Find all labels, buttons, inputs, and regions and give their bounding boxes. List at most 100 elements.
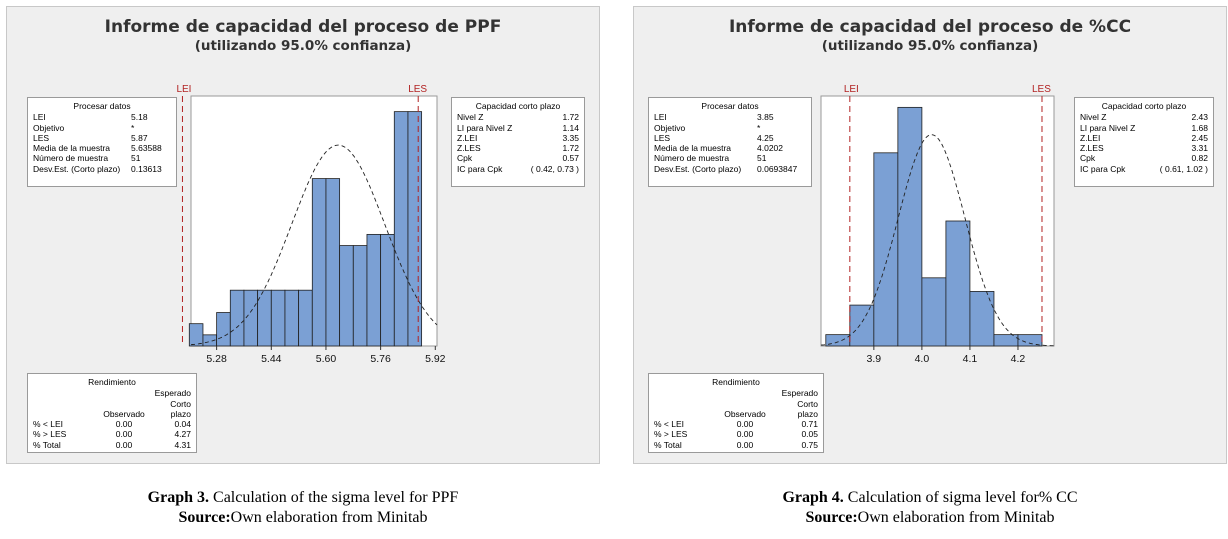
source-text: Own elaboration from Minitab: [857, 509, 1055, 526]
performance-row: % > LES 0.00 4.27: [33, 429, 191, 440]
process-data-row: Objetivo *: [654, 122, 761, 133]
histogram-bar: [311, 178, 327, 347]
capability-row: IC para Cpk( 0.42, 0.73 ): [457, 163, 579, 174]
process-data-row: Número de muestra 51: [33, 153, 141, 164]
histogram-bar: [393, 111, 409, 347]
process-data-row: Desv.Est. (Corto plazo) 0.13613: [33, 163, 162, 174]
process-data-header: Procesar datos: [73, 101, 131, 111]
normal-curve: [820, 134, 1055, 347]
histogram-bar: [216, 312, 231, 347]
process-data-row: LEI 3.85: [654, 112, 774, 123]
performance-box: Rendimiento Esperado Corto Observado plaz…: [27, 373, 197, 453]
histogram-chart: LEI LES 5.28 5.44 5.60 5.76 5.92: [176, 84, 446, 365]
normal-curve: [190, 144, 438, 346]
histogram-bar: [849, 304, 875, 347]
histogram-bar: [298, 289, 313, 347]
capability-row: LI para Nivel Z 1.68: [1080, 122, 1208, 133]
x-tick-label: 4.2: [1011, 353, 1026, 365]
capability-row: Nivel Z 1.72: [457, 112, 579, 123]
performance-header: Rendimiento: [88, 377, 136, 387]
source-text: Own elaboration from Minitab: [230, 509, 428, 526]
process-data-row: Media de la muestra 4.0202: [654, 143, 783, 154]
caption-text: Calculation of sigma level for% CC: [843, 489, 1078, 506]
histogram-bar: [270, 289, 286, 347]
capability-report-ppf: Informe de capacidad del proceso de PPF …: [6, 6, 600, 464]
expected-col-header-2: plazo: [797, 408, 818, 419]
expected-col-header-2: plazo: [170, 408, 191, 419]
caption-text: Calculation of the sigma level for PPF: [209, 489, 459, 506]
process-data-row: LES 4.25: [654, 132, 774, 143]
histogram-bar: [873, 152, 899, 347]
histogram-bar: [897, 106, 923, 347]
lei-label: LEI: [176, 84, 191, 95]
performance-box: Rendimiento Esperado Corto Observado plaz…: [648, 373, 824, 453]
capability-row: IC para Cpk( 0.61, 1.02 ): [1080, 163, 1208, 174]
histogram-bar: [993, 334, 1019, 347]
histogram-bar: [352, 245, 368, 347]
capability-header: Capacidad corto plazo: [1101, 101, 1187, 111]
histogram-bar: [1017, 334, 1043, 347]
histogram-chart: LEI LES 3.9 4.0 4.1 4.2: [820, 84, 1055, 365]
chart-subtitle: (utilizando 95.0% confianza): [821, 38, 1039, 54]
capability-row: Cpk 0.82: [1080, 153, 1208, 164]
lei-label: LEI: [844, 84, 859, 95]
histogram-bar: [921, 277, 947, 347]
histogram-bar: [325, 178, 341, 347]
x-tick-label: 4.0: [915, 353, 930, 365]
performance-row: % < LEI 0.00 0.04: [33, 419, 191, 430]
capability-row: Z.LEI 3.35: [457, 132, 579, 143]
x-tick-label: 5.28: [206, 353, 227, 365]
capability-row: Z.LES 1.72: [457, 143, 579, 154]
capability-header: Capacidad corto plazo: [475, 101, 561, 111]
chart-subtitle: (utilizando 95.0% confianza): [194, 38, 412, 54]
histogram-bar: [366, 233, 382, 347]
capability-report-cc: Informe de capacidad del proceso de %CC …: [633, 6, 1227, 464]
chart-title: Informe de capacidad del proceso de PPF: [104, 17, 502, 37]
expected-col-header: Esperado Corto: [781, 388, 818, 409]
x-tick-label: 5.76: [370, 353, 391, 365]
chart-title: Informe de capacidad del proceso de %CC: [728, 17, 1132, 37]
expected-col-header: Esperado Corto: [154, 388, 191, 409]
performance-row: % < LEI 0.00 0.71: [654, 419, 818, 430]
caption-label: Graph 3.: [147, 489, 210, 506]
caption-label: Graph 4.: [782, 489, 844, 506]
process-data-box: Procesar datos LEI 3.85 Objetivo * LES 4.25…: [648, 97, 812, 187]
histogram-bar: [380, 233, 395, 347]
histogram-bar: [188, 323, 204, 347]
histogram-bar: [284, 289, 300, 347]
process-data-row: LES 5.87: [33, 132, 148, 143]
histogram-bar: [407, 111, 423, 347]
les-label: LES: [1032, 84, 1051, 95]
source-label: Source:: [805, 509, 858, 526]
histogram-bar: [243, 289, 259, 347]
capability-row: Z.LES 3.31: [1080, 143, 1208, 154]
capability-row: Nivel Z 2.43: [1080, 112, 1208, 123]
observed-col-header: Observado: [103, 408, 145, 419]
performance-header: Rendimiento: [712, 377, 760, 387]
performance-row: % > LES 0.00 0.05: [654, 429, 818, 440]
x-tick-label: 5.44: [261, 353, 282, 365]
x-tick-label: 5.92: [425, 353, 446, 365]
process-data-row: LEI 5.18: [33, 112, 148, 123]
les-label: LES: [408, 84, 427, 95]
capability-row: Z.LEI 2.45: [1080, 132, 1208, 143]
process-data-row: Desv.Est. (Corto plazo) 0.0693847: [654, 163, 798, 174]
histogram-bar: [969, 291, 995, 347]
observed-col-header: Observado: [724, 408, 766, 419]
process-data-header: Procesar datos: [701, 101, 759, 111]
capability-box: Capacidad corto plazo Nivel Z 2.43 LI par…: [1074, 97, 1214, 187]
histogram-bar: [229, 289, 245, 347]
process-data-box: Procesar datos LEI 5.18 Objetivo * LES 5.87…: [27, 97, 177, 187]
x-tick-label: 3.9: [867, 353, 882, 365]
performance-row: % Total 0.00 0.75: [654, 439, 818, 450]
x-tick-label: 4.1: [963, 353, 978, 365]
performance-row: % Total 0.00 4.31: [33, 439, 191, 450]
capability-row: Cpk 0.57: [457, 153, 579, 164]
process-data-row: Media de la muestra 5.63588: [33, 143, 162, 154]
source-label: Source:: [178, 509, 231, 526]
histogram-bar: [945, 220, 971, 347]
histogram-bar: [339, 245, 354, 347]
figure-caption: Graph 4. Calculation of sigma level for%…: [633, 488, 1227, 528]
capability-box: Capacidad corto plazo Nivel Z 1.72 LI par…: [451, 97, 585, 187]
x-tick-label: 5.60: [316, 353, 337, 365]
